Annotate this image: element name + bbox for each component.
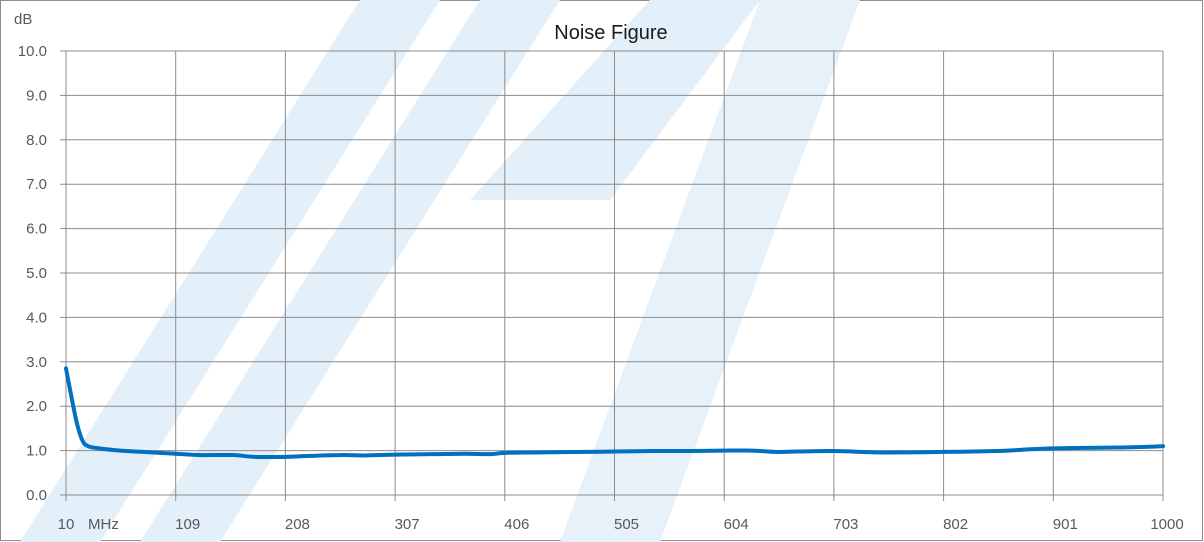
x-tick-labels: 10 109 208 307 406 505 604 703 802 901 1000 <box>58 516 1184 533</box>
y-tick-label: 1.0 <box>26 443 47 460</box>
x-tick-label: 505 <box>614 516 639 533</box>
y-tick-label: 7.0 <box>26 176 47 193</box>
x-tick-label: 307 <box>395 516 420 533</box>
x-tick-label: 901 <box>1053 516 1078 533</box>
x-tick-label: 10 <box>58 516 75 533</box>
y-tick-label: 2.0 <box>26 398 47 415</box>
series-line <box>64 366 1165 459</box>
y-tick-label: 4.0 <box>26 309 47 326</box>
plot-area <box>64 366 1165 459</box>
y-tick-label: 9.0 <box>26 87 47 104</box>
x-tick-label: 406 <box>504 516 529 533</box>
y-tick-label: 10.0 <box>18 43 47 60</box>
x-axis-unit: MHz <box>88 516 119 533</box>
y-tick-label: 6.0 <box>26 221 47 238</box>
x-tick-label: 703 <box>833 516 858 533</box>
grid <box>60 50 1164 501</box>
x-tick-label: 208 <box>285 516 310 533</box>
x-tick-label: 1000 <box>1150 516 1183 533</box>
x-tick-label: 802 <box>943 516 968 533</box>
y-tick-label: 3.0 <box>26 354 47 371</box>
chart-title: Noise Figure <box>554 22 667 44</box>
y-tick-labels: 0.0 1.0 2.0 3.0 4.0 5.0 6.0 7.0 8.0 9.0 10.0 <box>18 43 47 504</box>
y-tick-label: 8.0 <box>26 132 47 149</box>
x-tick-label: 604 <box>724 516 749 533</box>
y-axis-unit: dB <box>14 11 32 28</box>
y-tick-label: 0.0 <box>26 487 47 504</box>
y-tick-label: 5.0 <box>26 265 47 282</box>
x-tick-label: 109 <box>175 516 200 533</box>
watermark-logo <box>20 0 860 542</box>
